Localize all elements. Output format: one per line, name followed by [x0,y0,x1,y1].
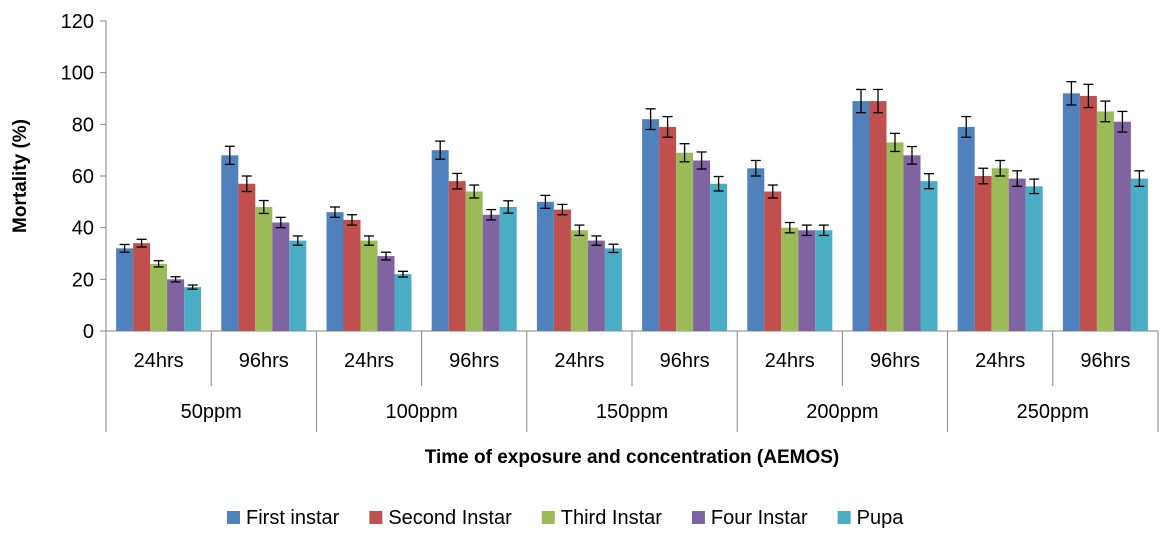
bar [360,240,378,331]
y-tick-label: 120 [61,11,94,33]
bar [710,183,728,331]
bar [1096,111,1114,332]
bar [343,219,361,331]
x-category-label: 96hrs [660,350,710,372]
x-axis-title: Time of exposure and concentration (AEMO… [425,447,840,468]
bar [869,101,887,331]
bar [798,230,816,331]
bar [116,248,134,331]
bar [238,183,256,331]
bar [920,181,938,331]
bar [221,155,239,331]
bar [693,160,711,331]
legend-swatch [837,511,851,524]
legend-swatch [691,511,705,524]
y-axis-title: Mortality (%) [10,119,31,233]
legend-label: Pupa [857,507,905,529]
bar [536,201,554,331]
y-tick-label: 100 [61,63,94,85]
x-category-label: 96hrs [239,350,289,372]
y-tick-label: 40 [72,218,94,240]
bar [1062,93,1080,331]
bar [184,287,202,331]
x-category-label: 24hrs [134,350,184,372]
y-tick-label: 0 [83,321,94,343]
x-group-label: 100ppm [385,401,457,423]
x-group-label: 50ppm [181,401,242,423]
bar [570,230,588,331]
x-category-label: 96hrs [870,350,920,372]
legend-swatch [541,511,555,524]
bar [394,274,412,331]
x-category-label: 24hrs [765,350,815,372]
x-category-label: 24hrs [554,350,604,372]
bar [1130,178,1148,331]
bar [587,240,605,331]
x-group-label: 250ppm [1017,401,1089,423]
bar [272,222,290,331]
x-category-label: 96hrs [449,350,499,372]
x-category-label: 24hrs [975,350,1025,372]
legend-label: Third Instar [561,507,662,529]
bar [764,191,782,331]
bar [289,240,307,331]
y-tick-label: 60 [72,166,94,188]
bar [1008,178,1026,331]
bar [852,101,870,331]
bar [255,207,273,331]
legend-label: Second Instar [388,507,512,529]
bar [167,279,185,331]
legend-swatch [369,511,383,524]
x-category-label: 24hrs [344,350,394,372]
bar [1025,186,1043,331]
legend-label: First instar [246,507,340,529]
bar [815,230,833,331]
bar [431,150,449,331]
bar [133,243,151,331]
bar [448,181,466,331]
bar [659,126,677,332]
x-group-label: 200ppm [806,401,878,423]
bar [747,168,765,331]
y-tick-label: 80 [72,114,94,136]
bar [377,256,395,331]
bar [482,214,500,331]
x-group-label: 150ppm [596,401,668,423]
bar [974,176,992,331]
bar [886,142,904,331]
legend-label: Four Instar [711,507,808,529]
bar [781,227,799,331]
bar [957,126,975,332]
bar [1113,121,1131,331]
bar [499,207,517,331]
y-tick-label: 20 [72,269,94,291]
bar [642,119,660,332]
legend-swatch [227,511,240,524]
bar [903,155,921,331]
x-category-label: 96hrs [1080,350,1130,372]
bar [326,212,344,331]
bar [150,263,168,331]
bar [553,209,571,331]
bar [991,168,1009,331]
bar [676,152,694,331]
bar [604,248,622,331]
bar [465,191,483,331]
bar [1079,95,1097,332]
